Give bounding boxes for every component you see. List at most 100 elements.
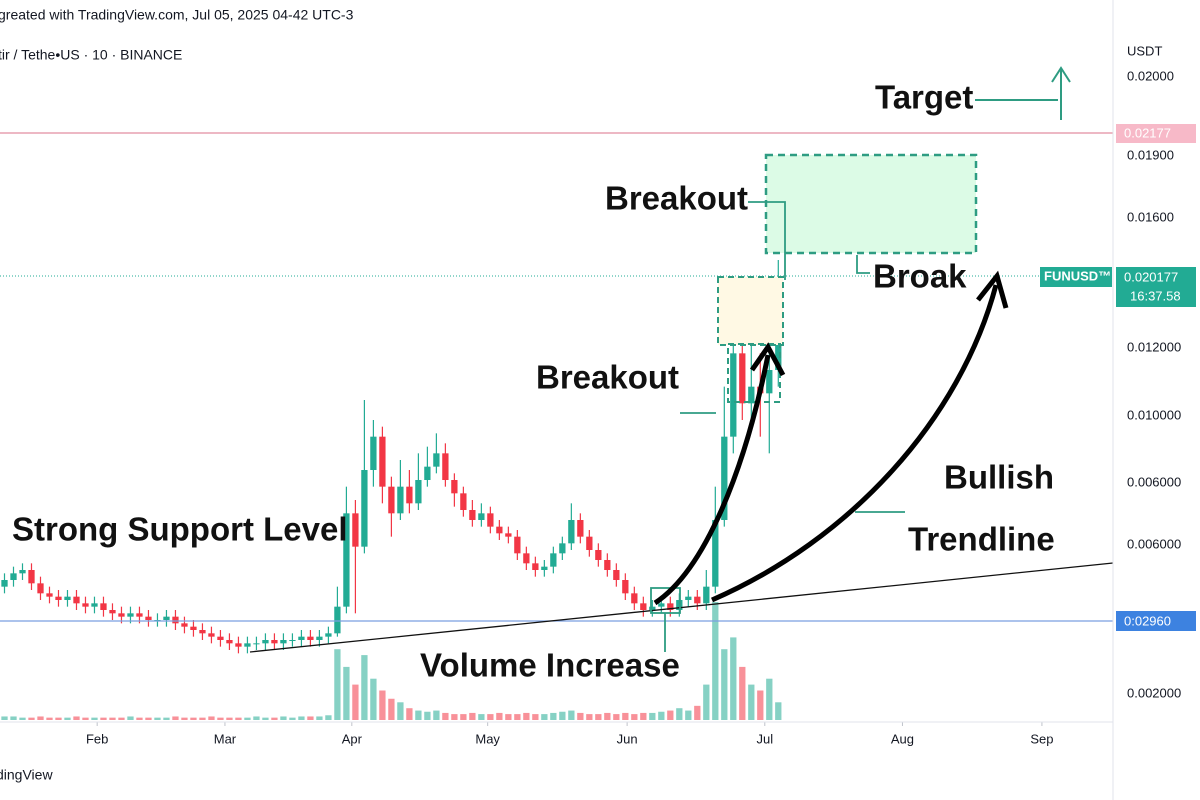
annotation: Breakout	[605, 180, 748, 217]
volume-bar	[154, 717, 161, 720]
candle-body	[478, 513, 485, 520]
candle-body	[127, 613, 134, 617]
candle-body	[433, 453, 440, 467]
candle-body	[1, 580, 8, 587]
volume-bar	[622, 712, 629, 720]
candle-body	[253, 643, 260, 645]
volume-bar	[775, 702, 782, 720]
volume-bar	[73, 716, 80, 720]
volume-bar	[280, 716, 287, 720]
target-zone	[764, 153, 978, 255]
candle-body	[307, 636, 314, 640]
annotation: Target	[875, 79, 973, 116]
volume-bar	[559, 711, 566, 720]
y-tick-label: 0.01900	[1127, 147, 1174, 162]
volume-bar	[253, 716, 260, 720]
volume-bar	[487, 714, 494, 720]
volume-bar	[703, 684, 710, 720]
candle-body	[703, 586, 710, 604]
y-tick-label: 0.012000	[1127, 339, 1181, 354]
breakout-arrow-head	[749, 342, 786, 377]
candle-body	[640, 603, 647, 610]
candle-body	[604, 560, 611, 570]
candle-body	[415, 480, 422, 504]
volume-bar	[757, 690, 764, 720]
volume-bar	[325, 715, 332, 720]
candle-body	[694, 596, 701, 604]
candle-body	[118, 613, 125, 617]
candle-body	[64, 596, 71, 600]
volume-bar	[208, 716, 215, 720]
candle-body	[244, 643, 251, 647]
x-tick-label: Jun	[617, 731, 638, 746]
volume-bar	[478, 714, 485, 720]
candle-body	[100, 603, 107, 610]
volume-bar	[613, 714, 620, 720]
candle-body	[145, 616, 152, 620]
volume-bar	[730, 637, 737, 720]
candle-body	[19, 570, 26, 574]
candle-body	[685, 596, 692, 600]
candle-body	[37, 583, 44, 594]
volume-bar	[172, 716, 179, 720]
price-tag-label: 0:02960	[1124, 613, 1171, 628]
volume-bar	[226, 717, 233, 720]
volume-bar	[145, 717, 152, 720]
candle-body	[334, 606, 341, 634]
volume-bar	[100, 717, 107, 720]
volume-bar	[460, 714, 467, 720]
volume-bar	[721, 649, 728, 720]
price-tag	[1116, 124, 1196, 143]
price-tag-label: 0.020177	[1124, 269, 1178, 284]
candle-body	[91, 603, 98, 607]
candle-body	[199, 630, 206, 634]
volume-bar	[235, 717, 242, 720]
x-tick-label: Sep	[1030, 731, 1053, 746]
candle-body	[730, 353, 737, 437]
volume-bar	[379, 690, 386, 720]
candle-body	[532, 563, 539, 570]
x-tick-label: Mar	[214, 731, 237, 746]
candle-body	[559, 543, 566, 554]
price-tag-label: 0.02177	[1124, 125, 1171, 140]
volume-bar	[604, 712, 611, 720]
volume-bar	[694, 705, 701, 720]
candle-body	[181, 623, 188, 627]
candle-body	[370, 436, 377, 470]
header-title: greated with TradingView.com, Jul 05, 20…	[0, 7, 354, 23]
breakout-zone	[717, 276, 784, 346]
candle-body	[442, 453, 449, 480]
volume-bar	[262, 717, 269, 720]
target-arrow-head	[1051, 66, 1071, 83]
candle-body	[397, 486, 404, 514]
symbol-tag-label: FUNUSD™	[1044, 268, 1111, 283]
volume-bar	[334, 649, 341, 720]
x-tick-label: Feb	[86, 731, 108, 746]
candle-body	[190, 626, 197, 630]
price-tag	[1116, 267, 1196, 307]
candle-body	[73, 596, 80, 604]
candle-body	[361, 470, 368, 547]
volume-bar	[352, 684, 359, 720]
candle-body	[424, 466, 431, 480]
candle-body	[451, 480, 458, 494]
candle-body	[568, 520, 575, 544]
volume-bar	[469, 712, 476, 720]
volume-bar	[577, 712, 584, 720]
footer-brand: dingView	[0, 767, 53, 783]
candle-body	[289, 640, 296, 641]
volume-bar	[433, 710, 440, 720]
volume-bar	[316, 716, 323, 720]
volume-bar	[82, 717, 89, 720]
volume-bar	[190, 717, 197, 720]
candle-body	[487, 513, 494, 527]
countdown-label: 16:37.58	[1130, 288, 1181, 303]
volume-bar	[109, 717, 116, 720]
candle-body	[469, 510, 476, 520]
y-tick-label: 0.01600	[1127, 209, 1174, 224]
candle-body	[631, 593, 638, 604]
volume-bar	[442, 712, 449, 720]
candle-body	[721, 436, 728, 520]
